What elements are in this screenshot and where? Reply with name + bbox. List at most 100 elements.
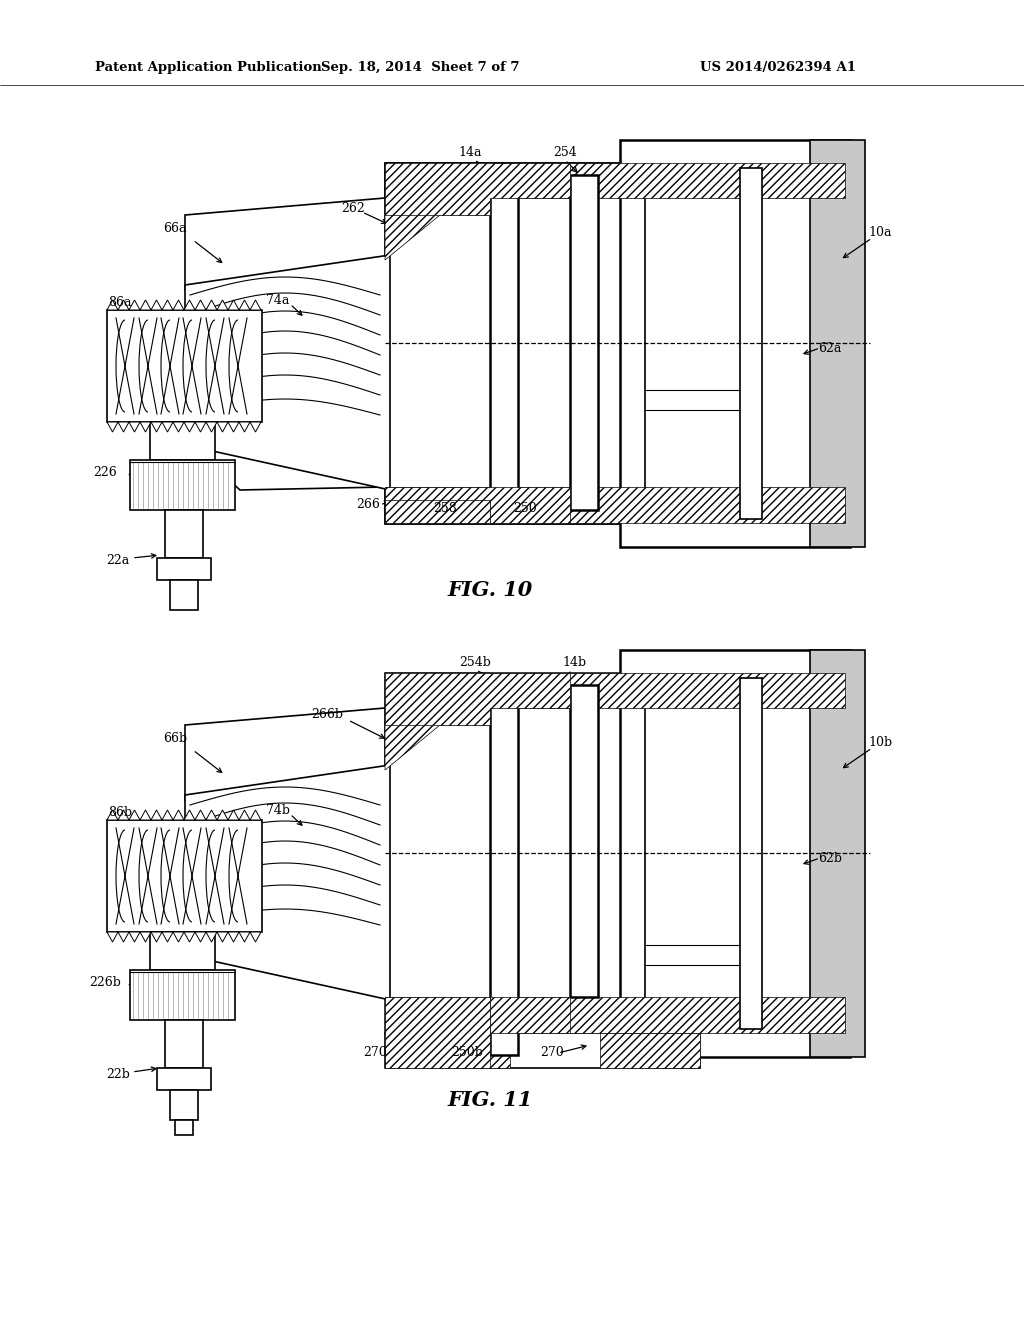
Text: 10a: 10a bbox=[868, 226, 892, 239]
Bar bbox=[150, 932, 215, 970]
Text: 258: 258 bbox=[433, 502, 457, 515]
Polygon shape bbox=[151, 422, 162, 432]
Polygon shape bbox=[217, 932, 228, 942]
Text: 266: 266 bbox=[356, 499, 380, 511]
Polygon shape bbox=[195, 810, 206, 820]
Polygon shape bbox=[385, 487, 845, 523]
Polygon shape bbox=[228, 422, 239, 432]
Polygon shape bbox=[129, 422, 140, 432]
Text: 14a: 14a bbox=[459, 145, 481, 158]
Polygon shape bbox=[239, 422, 250, 432]
Bar bbox=[570, 685, 598, 997]
Polygon shape bbox=[385, 997, 845, 1034]
Bar bbox=[157, 558, 211, 579]
Text: 10b: 10b bbox=[868, 735, 892, 748]
Polygon shape bbox=[162, 422, 173, 432]
Bar bbox=[385, 487, 490, 523]
Bar bbox=[570, 176, 598, 510]
Polygon shape bbox=[206, 300, 217, 310]
Text: 14b: 14b bbox=[563, 656, 587, 668]
Text: 62b: 62b bbox=[818, 851, 842, 865]
Polygon shape bbox=[118, 422, 129, 432]
Bar bbox=[645, 165, 820, 521]
Polygon shape bbox=[173, 810, 184, 820]
Polygon shape bbox=[184, 932, 195, 942]
Polygon shape bbox=[151, 300, 162, 310]
Bar bbox=[490, 685, 518, 1055]
Polygon shape bbox=[206, 810, 217, 820]
Polygon shape bbox=[490, 997, 570, 1034]
Polygon shape bbox=[151, 810, 162, 820]
Text: 226: 226 bbox=[93, 466, 117, 479]
Polygon shape bbox=[118, 932, 129, 942]
Polygon shape bbox=[140, 300, 151, 310]
Bar bbox=[645, 675, 820, 1032]
Bar bbox=[490, 176, 518, 510]
Polygon shape bbox=[385, 997, 490, 1068]
Bar bbox=[106, 310, 262, 422]
Bar bbox=[165, 510, 203, 558]
Text: 262: 262 bbox=[341, 202, 365, 214]
Bar bbox=[385, 997, 420, 1068]
Text: 250: 250 bbox=[513, 502, 537, 515]
Polygon shape bbox=[185, 255, 390, 490]
Bar bbox=[740, 678, 762, 1030]
Polygon shape bbox=[385, 673, 490, 770]
Polygon shape bbox=[228, 810, 239, 820]
Bar bbox=[175, 1119, 193, 1135]
Polygon shape bbox=[106, 810, 118, 820]
Polygon shape bbox=[118, 810, 129, 820]
Polygon shape bbox=[140, 810, 151, 820]
Polygon shape bbox=[228, 300, 239, 310]
Bar bbox=[385, 162, 850, 523]
Polygon shape bbox=[206, 422, 217, 432]
Polygon shape bbox=[239, 810, 250, 820]
Bar bbox=[165, 1020, 203, 1068]
Bar bbox=[620, 649, 850, 1057]
Polygon shape bbox=[195, 422, 206, 432]
Polygon shape bbox=[173, 932, 184, 942]
Text: 66a: 66a bbox=[163, 222, 186, 235]
Text: 74a: 74a bbox=[266, 293, 290, 306]
Polygon shape bbox=[162, 300, 173, 310]
Polygon shape bbox=[385, 487, 570, 523]
Polygon shape bbox=[385, 162, 490, 260]
Bar bbox=[385, 162, 845, 523]
Polygon shape bbox=[106, 422, 118, 432]
Polygon shape bbox=[184, 810, 195, 820]
Polygon shape bbox=[385, 1034, 510, 1068]
Polygon shape bbox=[106, 300, 118, 310]
Polygon shape bbox=[162, 932, 173, 942]
Polygon shape bbox=[239, 932, 250, 942]
Polygon shape bbox=[106, 932, 118, 942]
Bar bbox=[385, 1034, 700, 1068]
Text: 22b: 22b bbox=[106, 1068, 130, 1081]
Polygon shape bbox=[173, 300, 184, 310]
Text: 62a: 62a bbox=[818, 342, 842, 355]
Polygon shape bbox=[228, 932, 239, 942]
Text: 22a: 22a bbox=[106, 553, 130, 566]
Polygon shape bbox=[185, 766, 390, 1001]
Bar bbox=[740, 168, 762, 519]
Bar bbox=[170, 1090, 198, 1119]
Polygon shape bbox=[140, 422, 151, 432]
Bar bbox=[150, 422, 215, 459]
Polygon shape bbox=[195, 300, 206, 310]
Polygon shape bbox=[385, 162, 845, 198]
Text: 226b: 226b bbox=[89, 975, 121, 989]
Text: FIG. 10: FIG. 10 bbox=[447, 579, 532, 601]
Polygon shape bbox=[206, 932, 217, 942]
Text: FIG. 11: FIG. 11 bbox=[447, 1090, 532, 1110]
Bar bbox=[810, 140, 865, 546]
Text: 74b: 74b bbox=[266, 804, 290, 817]
Bar bbox=[157, 1068, 211, 1090]
Text: Patent Application Publication: Patent Application Publication bbox=[95, 62, 322, 74]
Polygon shape bbox=[217, 422, 228, 432]
Text: 250b: 250b bbox=[451, 1047, 483, 1060]
Bar bbox=[810, 649, 865, 1057]
Polygon shape bbox=[239, 300, 250, 310]
Polygon shape bbox=[195, 932, 206, 942]
Polygon shape bbox=[140, 932, 151, 942]
Polygon shape bbox=[385, 162, 570, 215]
Polygon shape bbox=[184, 422, 195, 432]
